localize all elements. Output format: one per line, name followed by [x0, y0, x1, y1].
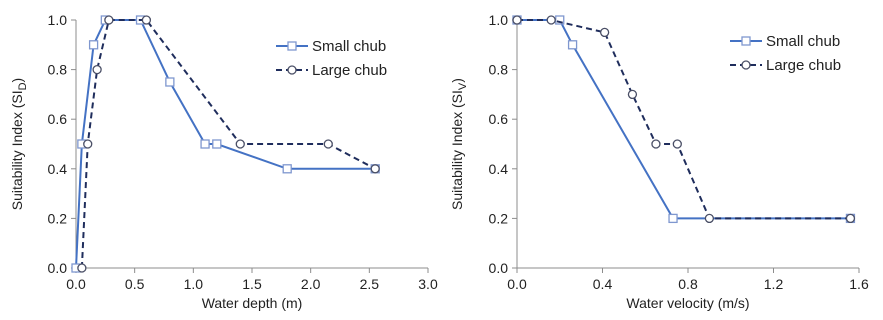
y-tick-label: 0.4: [48, 161, 68, 177]
data-point: [235, 139, 245, 149]
data-point: [200, 139, 210, 149]
data-point: [141, 15, 152, 25]
legend-label: Small chub: [312, 38, 386, 55]
data-point: [323, 139, 333, 149]
x-tick-label: 1.6: [849, 276, 869, 292]
data-point: [704, 213, 715, 224]
x-tick-label: 3.0: [418, 276, 438, 292]
y-axis-title-main: Suitability Index (SI: [9, 90, 25, 210]
data-point: [567, 40, 578, 50]
data-point: [627, 89, 638, 100]
x-tick-label: 1.0: [184, 276, 204, 292]
data-point: [104, 15, 114, 25]
x-tick-label: 2.5: [360, 276, 380, 292]
y-tick-label: 0.8: [48, 62, 68, 78]
data-point: [83, 139, 93, 149]
x-tick-label: 0.4: [593, 276, 613, 292]
y-axis-title-main: Suitability Index (SI: [449, 90, 465, 210]
x-tick-label: 1.2: [764, 276, 784, 292]
data-point: [370, 164, 380, 174]
y-tick-label: 0.6: [48, 111, 68, 127]
x-tick-label: 1.5: [242, 276, 262, 292]
data-point: [546, 15, 556, 25]
data-point: [845, 213, 856, 224]
legend-label: Large chub: [766, 57, 841, 74]
chart-panel-depth: 0.0 0.2 0.4 0.6 0.8 1.0 0.0 0.5 1.0 1.5 2.0 2.5 3.0 W…: [9, 12, 438, 311]
y-axis-title-subscript: V: [457, 82, 469, 90]
y-axis-title: Suitability Index (SIV): [449, 78, 469, 210]
y-axis-title: Suitability Index (SID): [9, 78, 29, 210]
data-point: [651, 139, 661, 149]
legend-marker: [287, 41, 297, 51]
legend-marker: [287, 65, 297, 75]
y-tick-label: 0.6: [489, 111, 509, 127]
data-point: [212, 139, 222, 149]
series-line-small-chub: [75, 19, 376, 269]
data-point: [165, 77, 175, 87]
data-point: [92, 64, 102, 75]
y-tick-label: 0.8: [489, 62, 509, 78]
y-axis-title-close: ): [9, 78, 25, 83]
y-tick-label: 0.2: [48, 210, 68, 226]
y-axis-title-close: ): [449, 78, 465, 83]
x-tick-label: 0.0: [66, 276, 86, 292]
x-tick-label: 0.5: [125, 276, 145, 292]
x-axis-title: Water velocity (m/s): [626, 295, 749, 311]
legend-marker: [741, 36, 751, 46]
data-point: [77, 263, 87, 273]
series-line-large-chub: [517, 19, 851, 220]
x-tick-label: 0.8: [678, 276, 698, 292]
legend-label: Small chub: [766, 33, 840, 50]
x-axis-title: Water depth (m): [202, 295, 303, 311]
data-point: [512, 15, 522, 25]
data-point: [672, 139, 682, 149]
x-tick-label: 2.0: [301, 276, 321, 292]
x-tick-label: 0.0: [507, 276, 527, 292]
y-tick-label: 1.0: [489, 12, 509, 28]
y-tick-label: 1.0: [48, 12, 68, 28]
y-tick-label: 0.2: [489, 210, 509, 226]
y-axis-title-subscript: D: [17, 82, 29, 90]
data-point: [668, 213, 678, 224]
data-point: [282, 164, 292, 174]
data-point: [88, 40, 99, 50]
legend-marker: [741, 60, 751, 70]
data-point: [599, 27, 610, 38]
legend-label: Large chub: [312, 62, 387, 79]
chart-panel-velocity: 0.0 0.2 0.4 0.6 0.8 1.0 0.0 0.4 0.8 1.2 1.6 Water v…: [449, 12, 869, 311]
y-tick-label: 0.0: [48, 260, 68, 276]
y-tick-label: 0.4: [489, 161, 509, 177]
y-tick-label: 0.0: [489, 260, 509, 276]
